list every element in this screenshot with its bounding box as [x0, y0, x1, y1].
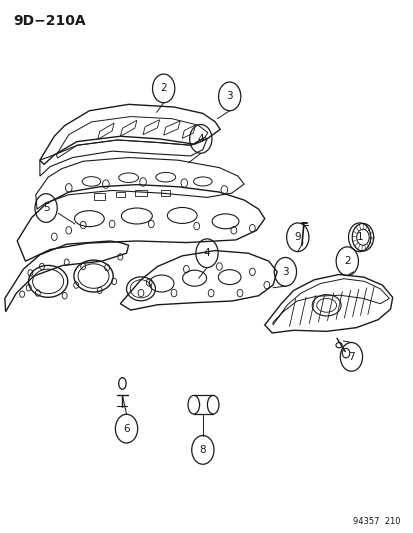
Text: 94357  210: 94357 210	[353, 517, 400, 526]
Text: 3: 3	[226, 91, 233, 101]
Text: 9: 9	[294, 232, 300, 243]
Bar	[94, 193, 105, 199]
Text: 4: 4	[203, 248, 210, 258]
Text: 5: 5	[43, 203, 49, 213]
Bar	[161, 190, 170, 196]
Bar	[135, 190, 146, 196]
Text: 9D−210A: 9D−210A	[13, 14, 85, 28]
Text: 1: 1	[356, 232, 362, 243]
Text: 2: 2	[160, 83, 166, 93]
Bar	[116, 191, 125, 197]
Text: 2: 2	[343, 256, 350, 266]
Text: 8: 8	[199, 445, 206, 455]
Text: 3: 3	[281, 267, 288, 277]
Text: 4: 4	[197, 134, 204, 144]
Text: 6: 6	[123, 424, 130, 434]
Text: 7: 7	[347, 352, 354, 362]
